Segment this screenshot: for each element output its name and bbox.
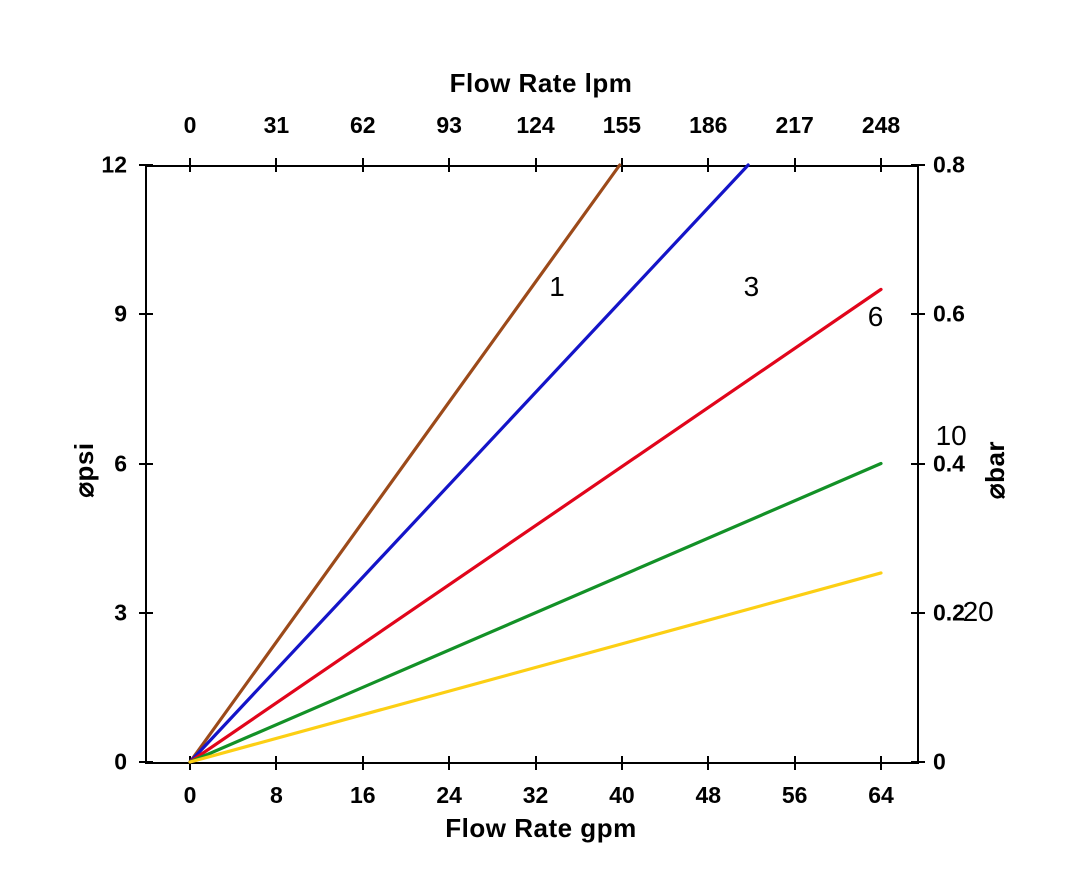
y-tick-right-0	[911, 761, 925, 763]
x-tick-label-top-124: 124	[516, 112, 555, 138]
x-tick-label-top-217: 217	[775, 112, 814, 138]
x-tick-label-bottom-8: 8	[269, 782, 283, 808]
y-tick-left-6	[139, 462, 153, 465]
y-axis-left-title: ⌀psi	[69, 442, 99, 498]
y-tick-right-0.2	[911, 611, 925, 614]
x-axis-bottom-title: Flow Rate gpm	[445, 813, 637, 843]
y-tick-label-left-9: 9	[114, 300, 127, 327]
x-tick-bottom-8	[275, 756, 278, 770]
series-label-1: 1	[549, 270, 565, 302]
x-tick-label-bottom-56: 56	[781, 782, 808, 808]
x-tick-label-top-248: 248	[861, 112, 901, 138]
x-tick-top-0	[189, 158, 191, 172]
x-tick-label-top-0: 0	[183, 112, 197, 138]
y-tick-label-left-12: 12	[101, 151, 127, 178]
x-tick-label-bottom-0: 0	[183, 782, 197, 808]
x-tick-top-62	[361, 158, 364, 172]
x-tick-label-bottom-24: 24	[436, 782, 462, 808]
x-tick-bottom-32	[534, 756, 537, 770]
y-tick-left-12	[139, 164, 153, 166]
series-label-6: 6	[867, 300, 884, 332]
y-axis-right-line	[917, 165, 919, 764]
x-tick-bottom-56	[793, 756, 796, 770]
y-tick-right-0.6	[911, 313, 925, 316]
series-label-20: 20	[962, 595, 994, 627]
x-tick-top-155	[620, 158, 623, 172]
series-line-3	[188, 163, 750, 764]
y-tick-label-right-0.6: 0.6	[933, 300, 965, 327]
x-tick-label-top-93: 93	[436, 112, 462, 138]
y-tick-left-3	[139, 611, 153, 614]
x-tick-label-top-62: 62	[349, 112, 376, 138]
x-tick-top-186	[707, 158, 710, 172]
x-tick-label-bottom-16: 16	[349, 782, 376, 808]
y-tick-left-9	[139, 313, 153, 316]
x-tick-top-124	[534, 158, 537, 172]
series-line-20	[188, 571, 883, 764]
x-tick-label-bottom-32: 32	[522, 782, 549, 808]
x-tick-label-bottom-64: 64	[868, 782, 894, 808]
x-tick-bottom-16	[361, 756, 364, 770]
series-line-1	[188, 163, 622, 764]
x-tick-bottom-48	[707, 756, 710, 770]
x-tick-label-bottom-40: 40	[609, 782, 635, 808]
y-tick-label-right-0: 0	[933, 748, 946, 775]
y-tick-right-0.8	[911, 164, 925, 166]
x-tick-bottom-0	[189, 756, 191, 770]
x-tick-top-217	[793, 158, 796, 172]
x-axis-bottom-line	[145, 762, 919, 764]
series-line-10	[188, 461, 883, 764]
y-tick-label-right-0.2: 0.2	[933, 599, 965, 626]
y-axis-right-title: ⌀bar	[980, 440, 1010, 500]
y-tick-left-0	[139, 761, 153, 763]
x-tick-label-top-31: 31	[263, 112, 290, 138]
x-tick-top-31	[275, 158, 278, 172]
y-tick-label-left-6: 6	[114, 450, 127, 476]
series-label-10: 10	[935, 420, 967, 452]
y-tick-right-0.4	[911, 462, 925, 465]
x-tick-label-top-155: 155	[602, 112, 642, 138]
x-tick-label-bottom-48: 48	[695, 782, 722, 808]
y-tick-label-right-0.8: 0.8	[933, 151, 965, 178]
y-tick-label-right-0.4: 0.4	[933, 450, 965, 476]
y-axis-left-line	[145, 165, 147, 764]
y-tick-label-left-0: 0	[114, 748, 127, 775]
x-tick-top-248	[880, 158, 882, 172]
x-axis-top-title: Flow Rate lpm	[449, 68, 633, 98]
x-tick-top-93	[448, 158, 451, 172]
x-tick-label-top-186: 186	[689, 112, 728, 138]
series-line-6	[188, 287, 883, 764]
y-tick-label-left-3: 3	[114, 599, 127, 626]
series-label-3: 3	[743, 270, 760, 302]
x-axis-top-line	[145, 165, 919, 167]
x-tick-bottom-40	[620, 756, 623, 770]
x-tick-bottom-24	[448, 756, 451, 770]
x-tick-bottom-64	[880, 756, 882, 770]
